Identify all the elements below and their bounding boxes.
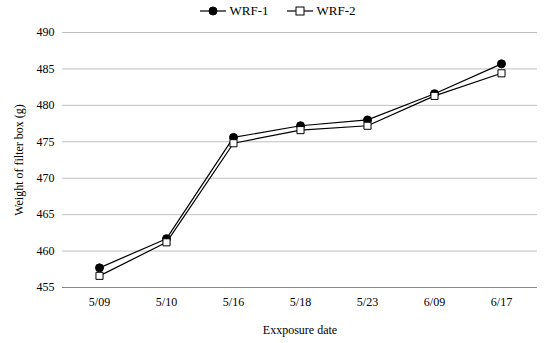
svg-text:Weight of filter box (g): Weight of filter box (g) (12, 104, 26, 216)
svg-text:475: 475 (37, 135, 55, 149)
svg-text:480: 480 (37, 98, 55, 112)
svg-text:485: 485 (37, 62, 55, 76)
svg-text:470: 470 (37, 171, 55, 185)
svg-text:6/09: 6/09 (424, 295, 445, 309)
svg-text:460: 460 (37, 244, 55, 258)
svg-text:5/10: 5/10 (156, 295, 177, 309)
svg-text:5/16: 5/16 (223, 295, 244, 309)
svg-text:455: 455 (37, 280, 55, 294)
svg-text:Exxposure date: Exxposure date (263, 323, 337, 337)
html-text:WRF-2: WRF-2 (316, 3, 356, 18)
svg-text:5/23: 5/23 (357, 295, 378, 309)
svg-text:6/17: 6/17 (491, 295, 512, 309)
svg-text:490: 490 (37, 25, 55, 39)
svg-text:5/09: 5/09 (89, 295, 110, 309)
html-text:WRF-1: WRF-1 (229, 3, 269, 18)
svg-text:5/18: 5/18 (290, 295, 311, 309)
svg-text:465: 465 (37, 207, 55, 221)
